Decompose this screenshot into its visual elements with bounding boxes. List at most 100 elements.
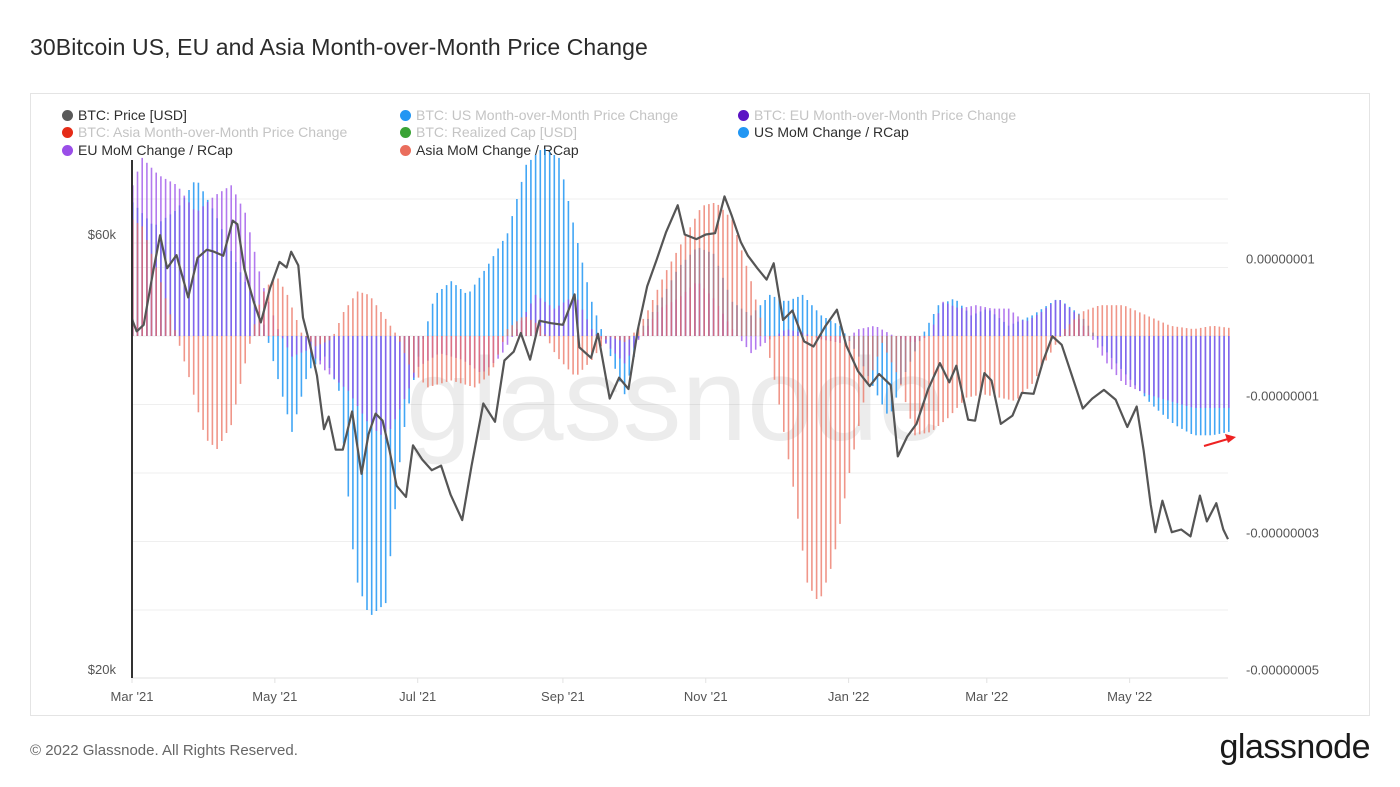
- asia-bar: [998, 336, 1001, 398]
- legend-dot-icon: [400, 144, 411, 156]
- annotation-arrow-shaft: [1203, 438, 1229, 447]
- asia-bar: [839, 336, 841, 524]
- eu-bar: [375, 336, 378, 431]
- chart-title: 30Bitcoin US, EU and Asia Month-over-Mon…: [30, 34, 648, 60]
- asia-bar: [797, 336, 799, 519]
- eu-bar: [1125, 336, 1127, 385]
- asia-bar: [1106, 305, 1108, 336]
- us-bar: [806, 300, 809, 336]
- eu-bar: [511, 336, 513, 337]
- asia-bar: [848, 336, 851, 473]
- asia-bar: [206, 336, 209, 441]
- eu-bar: [970, 306, 972, 336]
- eu-bar: [281, 336, 284, 339]
- asia-bar: [516, 321, 518, 336]
- legend-item[interactable]: BTC: US Month-over-Month Price Change: [400, 107, 678, 123]
- eu-bar: [637, 336, 640, 340]
- asia-bar: [1040, 336, 1043, 369]
- asia-bar: [473, 336, 476, 388]
- eu-bar: [211, 197, 214, 336]
- asia-bar: [680, 244, 682, 336]
- legend-item[interactable]: US MoM Change / RCap: [738, 124, 909, 140]
- eu-bar: [609, 336, 612, 349]
- asia-bar: [867, 336, 869, 384]
- asia-bar: [272, 277, 275, 336]
- asia-bar: [455, 336, 457, 382]
- asia-bar: [801, 336, 804, 551]
- us-bar: [811, 305, 813, 336]
- eu-bar: [239, 203, 242, 336]
- us-bar: [455, 285, 457, 336]
- asia-bar: [1017, 336, 1019, 399]
- asia-bar: [1223, 327, 1225, 336]
- legend-item[interactable]: Asia MoM Change / RCap: [400, 142, 579, 158]
- eu-bar: [249, 232, 251, 336]
- asia-bar: [1059, 336, 1061, 337]
- eu-bar: [399, 336, 401, 410]
- eu-bar: [235, 194, 237, 336]
- x-axis-tick-label: May '22: [1107, 689, 1152, 704]
- us-bar: [370, 336, 373, 615]
- legend-item[interactable]: BTC: Realized Cap [USD]: [400, 124, 577, 140]
- eu-bar: [947, 303, 949, 336]
- asia-bar: [712, 203, 715, 336]
- legend-item[interactable]: BTC: Asia Month-over-Month Price Change: [62, 124, 347, 140]
- asia-bar: [670, 261, 673, 336]
- eu-bar: [801, 332, 804, 336]
- asia-bar: [539, 325, 542, 336]
- eu-bar: [314, 336, 317, 359]
- asia-bar: [881, 336, 883, 343]
- asia-bar: [778, 336, 780, 405]
- asia-bar: [656, 289, 659, 336]
- asia-bar: [577, 336, 579, 375]
- asia-bar: [886, 336, 888, 353]
- asia-bar: [1110, 305, 1113, 336]
- asia-bar: [183, 336, 186, 362]
- asia-bar: [1171, 326, 1174, 336]
- us-bar: [516, 199, 518, 336]
- asia-bar: [595, 336, 598, 354]
- us-bar: [375, 336, 378, 611]
- us-bar: [394, 336, 396, 510]
- legend-label: BTC: Asia Month-over-Month Price Change: [78, 124, 348, 140]
- asia-bar: [1096, 306, 1099, 336]
- asia-bar: [211, 336, 214, 445]
- asia-bar: [431, 336, 434, 386]
- legend-dot-icon: [62, 144, 73, 156]
- asia-bar: [1078, 314, 1080, 336]
- eu-bar: [291, 336, 293, 357]
- axes: $20k $60k 0.00000001 -0.00000001 -0.00000003…: [88, 160, 1319, 704]
- us-bar: [356, 336, 359, 583]
- us-bar: [923, 331, 926, 336]
- asia-bar: [909, 336, 912, 419]
- legend-item[interactable]: BTC: EU Month-over-Month Price Change: [738, 107, 1016, 123]
- eu-bar: [961, 308, 963, 336]
- us-bar: [502, 240, 504, 336]
- eu-bar: [1059, 300, 1061, 336]
- right-axis-tick-label: 0.00000001: [1246, 252, 1315, 267]
- asia-bar: [726, 214, 729, 336]
- asia-bar: [441, 336, 443, 384]
- asia-bar: [141, 226, 143, 336]
- asia-bar: [614, 336, 616, 339]
- asia-bar: [427, 336, 429, 388]
- eu-bar: [253, 251, 256, 336]
- eu-bar: [1139, 336, 1141, 392]
- legend-item[interactable]: BTC: Price [USD]: [62, 107, 187, 123]
- asia-bar: [989, 336, 991, 396]
- left-axis-tick-label: $20k: [88, 662, 117, 677]
- eu-bar: [1012, 312, 1015, 336]
- eu-bar: [1199, 336, 1202, 408]
- asia-bar: [1003, 336, 1005, 399]
- eu-bar: [1171, 336, 1174, 402]
- asia-bar: [1007, 336, 1010, 400]
- eu-bar: [979, 306, 982, 336]
- eu-bar: [183, 195, 186, 336]
- asia-bar: [993, 336, 996, 397]
- eu-bar: [384, 336, 387, 439]
- asia-bar: [352, 298, 354, 336]
- us-bar: [384, 336, 387, 604]
- asia-bar: [375, 305, 378, 336]
- legend-item[interactable]: EU MoM Change / RCap: [62, 142, 233, 158]
